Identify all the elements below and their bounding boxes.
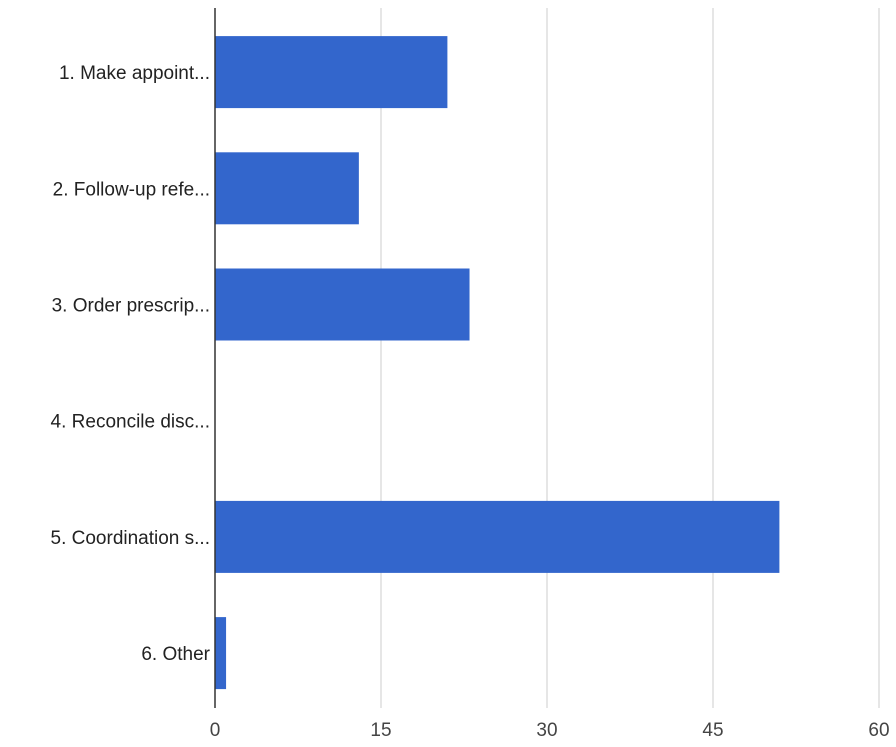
category-label: 5. Coordination s... [51,528,210,549]
category-label: 1. Make appoint... [59,63,210,84]
x-tick-label: 45 [702,720,723,741]
x-tick-labels: 0 15 30 45 60 [210,720,890,741]
x-tick-label: 0 [210,720,221,741]
bar[interactable] [215,500,780,573]
x-tick-label: 30 [536,720,557,741]
category-labels: 1. Make appoint... 2. Follow-up refe... 3.… [51,63,211,665]
x-tick-label: 15 [370,720,391,741]
category-label: 6. Other [141,644,210,665]
bar[interactable] [215,36,448,109]
category-label: 3. Order prescrip... [52,296,210,317]
bar[interactable] [215,268,470,341]
category-label: 2. Follow-up refe... [53,179,210,200]
bar[interactable] [215,152,359,225]
gridlines [380,8,880,708]
category-label: 4. Reconcile disc... [51,412,210,433]
x-tick-label: 60 [868,720,889,741]
bars [215,36,780,690]
bar[interactable] [215,617,227,690]
